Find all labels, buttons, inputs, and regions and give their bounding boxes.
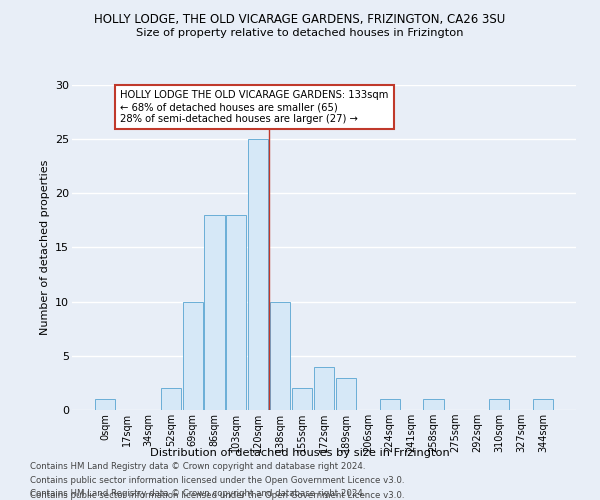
Bar (336, 378, 356, 410)
Text: HOLLY LODGE THE OLD VICARAGE GARDENS: 133sqm
← 68% of detached houses are smalle: HOLLY LODGE THE OLD VICARAGE GARDENS: 13… (121, 90, 389, 124)
Bar (270, 302, 290, 410)
Bar (95, 399, 115, 410)
Text: Contains HM Land Registry data © Crown copyright and database right 2024.: Contains HM Land Registry data © Crown c… (30, 488, 365, 498)
Bar (248, 139, 268, 410)
Bar (292, 388, 312, 410)
Text: HOLLY LODGE, THE OLD VICARAGE GARDENS, FRIZINGTON, CA26 3SU: HOLLY LODGE, THE OLD VICARAGE GARDENS, F… (94, 12, 506, 26)
Bar (226, 215, 247, 410)
Bar (182, 302, 203, 410)
Text: Contains HM Land Registry data © Crown copyright and database right 2024.: Contains HM Land Registry data © Crown c… (30, 462, 365, 471)
Bar (205, 215, 224, 410)
Bar (314, 366, 334, 410)
Text: Distribution of detached houses by size in Frizington: Distribution of detached houses by size … (150, 448, 450, 458)
Bar (424, 399, 443, 410)
Text: Contains public sector information licensed under the Open Government Licence v3: Contains public sector information licen… (30, 476, 404, 485)
Bar (533, 399, 553, 410)
Text: Size of property relative to detached houses in Frizington: Size of property relative to detached ho… (136, 28, 464, 38)
Bar (380, 399, 400, 410)
Bar (489, 399, 509, 410)
Bar (161, 388, 181, 410)
Text: Contains public sector information licensed under the Open Government Licence v3: Contains public sector information licen… (30, 491, 404, 500)
Y-axis label: Number of detached properties: Number of detached properties (40, 160, 50, 335)
